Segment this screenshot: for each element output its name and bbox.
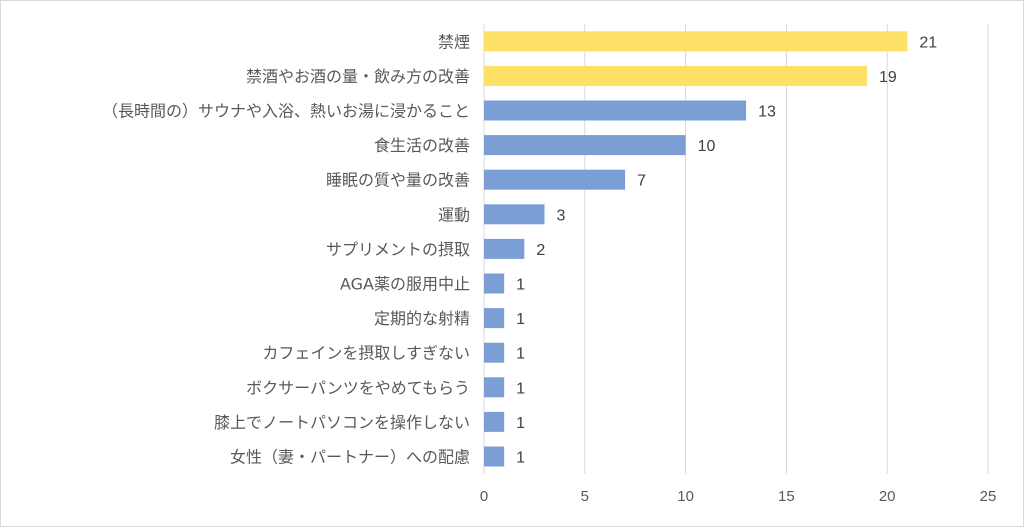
x-tick-label: 10 xyxy=(677,488,694,505)
data-label: 2 xyxy=(536,242,545,259)
bar xyxy=(484,135,686,156)
data-label: 7 xyxy=(637,173,646,190)
data-label: 1 xyxy=(516,450,525,467)
bar xyxy=(484,377,505,398)
bar xyxy=(484,342,505,363)
bar xyxy=(484,446,505,467)
category-label: （長時間の）サウナや入浴、熱いお湯に浸かること xyxy=(102,102,470,121)
data-label: 1 xyxy=(516,380,525,397)
bar xyxy=(484,238,525,259)
bar xyxy=(484,308,505,329)
category-label: ボクサーパンツをやめてもらう xyxy=(246,378,470,397)
category-label: AGA薬の服用中止 xyxy=(340,275,470,294)
bar xyxy=(484,169,626,190)
x-tick-label: 20 xyxy=(879,488,896,505)
data-label: 1 xyxy=(516,346,525,363)
category-label: 女性（妻・パートナー）への配慮 xyxy=(230,448,470,467)
category-label: 禁酒やお酒の量・飲み方の改善 xyxy=(246,67,470,86)
x-tick-label: 15 xyxy=(778,488,795,505)
data-label: 3 xyxy=(556,207,565,224)
category-label: カフェインを摂取しすぎない xyxy=(262,344,470,363)
x-tick-label: 0 xyxy=(480,488,488,505)
x-tick-label: 5 xyxy=(581,488,589,505)
category-label: 禁煙 xyxy=(438,32,470,51)
bar xyxy=(484,204,545,225)
category-label: 定期的な射精 xyxy=(374,309,470,328)
category-label: 睡眠の質や量の改善 xyxy=(326,171,470,190)
x-tick-label: 25 xyxy=(980,488,997,505)
bar xyxy=(484,100,747,121)
bar xyxy=(484,65,868,86)
data-label: 1 xyxy=(516,415,525,432)
category-label: 膝上でノートパソコンを操作しない xyxy=(214,413,470,432)
data-label: 10 xyxy=(698,138,716,155)
category-label: 食生活の改善 xyxy=(374,136,470,155)
data-label: 19 xyxy=(879,69,897,86)
category-label: 運動 xyxy=(438,205,470,224)
bar xyxy=(484,31,908,52)
category-label: サプリメントの摂取 xyxy=(326,240,470,259)
bar xyxy=(484,411,505,432)
bar xyxy=(484,273,505,294)
data-label: 21 xyxy=(919,34,937,51)
data-label: 13 xyxy=(758,104,776,121)
data-label: 1 xyxy=(516,311,525,328)
data-label: 1 xyxy=(516,277,525,294)
